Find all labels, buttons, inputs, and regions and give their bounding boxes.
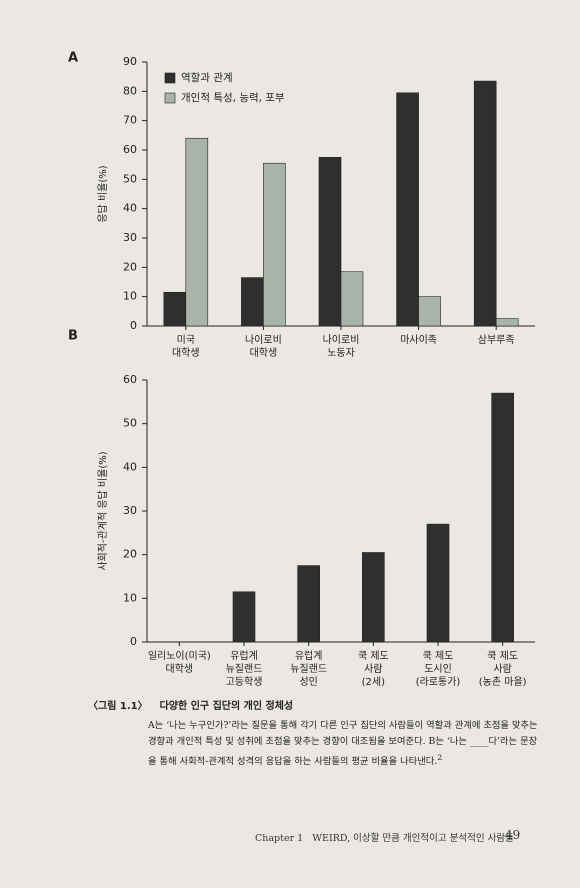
caption: 〈그림 1.1〉 다양한 인구 집단의 개인 정체성 A는 ‘나는 누구인가?’라… — [88, 697, 543, 770]
figure: A응답 비율(%)0102030405060708090미국대학생나이로비대학생… — [68, 51, 535, 688]
x-tick-label: 대학생 — [172, 347, 200, 359]
footer-title: WEIRD, 이상할 만큼 개인적이고 분석적인 사람들 — [312, 833, 514, 844]
caption-text: A는 ‘나는 누구인가?’라는 질문을 통해 각기 다른 인구 집단의 사람들이… — [148, 718, 543, 770]
page-number: 49 — [505, 828, 521, 842]
y-tick-label: 0 — [130, 319, 137, 332]
bar — [318, 157, 342, 327]
bar — [362, 552, 385, 643]
bar — [185, 137, 209, 327]
x-tick-label: 유럽계 — [295, 650, 323, 662]
panel-label: B — [68, 329, 78, 344]
footer: Chapter 1 WEIRD, 이상할 만큼 개인적이고 분석적인 사람들 4… — [255, 828, 520, 844]
bar — [340, 271, 364, 327]
y-tick-label: 90 — [123, 55, 137, 68]
x-tick-label: 고등학생 — [226, 676, 263, 688]
y-tick-label: 50 — [123, 417, 137, 430]
bar — [396, 92, 419, 327]
bar — [241, 277, 264, 327]
legend-swatch — [164, 72, 176, 84]
y-tick-label: 30 — [123, 231, 137, 244]
y-tick-label: 10 — [123, 591, 137, 604]
bar — [473, 80, 497, 327]
y-axis-label: 사회적-관계적 응답 비율(%) — [97, 451, 109, 570]
y-tick-label: 40 — [123, 460, 137, 473]
bar — [426, 523, 450, 643]
x-tick-label: 뉴질랜드 — [226, 663, 263, 675]
caption-title: 다양한 인구 집단의 개인 정체성 — [159, 701, 294, 712]
x-tick-label: 일리노이(미국) — [148, 650, 211, 662]
bar — [232, 591, 256, 643]
y-tick-label: 60 — [123, 143, 137, 156]
legend-swatch — [164, 92, 176, 104]
y-axis-label: 응답 비율(%) — [97, 165, 109, 222]
caption-body: A는 ‘나는 누구인가?’라는 질문을 통해 각기 다른 인구 집단의 사람들이… — [148, 720, 538, 768]
x-tick-label: 유럽계 — [230, 650, 258, 662]
y-tick-label: 70 — [123, 114, 137, 127]
x-tick-label: 미국 — [177, 334, 195, 346]
x-tick-label: 도시인 — [424, 663, 452, 675]
y-tick-label: 30 — [123, 504, 137, 517]
legend-label: 역할과 관계 — [181, 72, 233, 84]
y-tick-label: 80 — [123, 84, 137, 97]
x-tick-label: 쿡 제도 — [423, 650, 454, 662]
x-tick-label: 나이로비 — [245, 334, 282, 346]
y-tick-label: 20 — [123, 260, 137, 273]
x-tick-label: (2세) — [362, 676, 385, 688]
x-tick-label: 사람 — [364, 662, 382, 675]
x-tick-label: 대학생 — [166, 663, 194, 675]
x-tick-label: 노동자 — [327, 347, 355, 359]
x-tick-label: 나이로비 — [323, 334, 360, 346]
footer-chapter: Chapter 1 — [255, 833, 304, 844]
x-tick-label: 성인 — [299, 676, 317, 688]
x-tick-label: 쿡 제도 — [358, 650, 389, 662]
y-tick-label: 0 — [130, 635, 137, 648]
x-tick-label: 마사이족 — [400, 334, 437, 346]
y-tick-label: 40 — [123, 202, 137, 215]
caption-head: 〈그림 1.1〉 다양한 인구 집단의 개인 정체성 — [88, 697, 543, 712]
bar — [163, 291, 187, 327]
y-tick-label: 60 — [123, 373, 137, 386]
y-tick-label: 10 — [123, 290, 137, 303]
x-tick-label: 사람 — [493, 662, 511, 675]
bar — [491, 392, 514, 643]
bar — [418, 296, 441, 327]
x-tick-label: 대학생 — [250, 347, 278, 359]
bar — [297, 565, 320, 643]
bar — [495, 318, 519, 327]
x-tick-label: 삼부루족 — [478, 334, 515, 346]
x-tick-label: (농촌 마을) — [479, 676, 527, 688]
y-tick-label: 50 — [123, 172, 137, 185]
caption-label: 〈그림 1.1〉 — [88, 701, 148, 712]
x-tick-label: 뉴질랜드 — [290, 663, 327, 675]
bar — [263, 162, 286, 327]
x-tick-label: (라로통가) — [416, 676, 461, 688]
legend-label: 개인적 특성, 능력, 포부 — [181, 92, 285, 104]
panel-label: A — [68, 51, 78, 66]
footnote-mark: 2 — [437, 753, 443, 762]
x-tick-label: 쿡 제도 — [487, 650, 518, 662]
y-tick-label: 20 — [123, 548, 137, 561]
